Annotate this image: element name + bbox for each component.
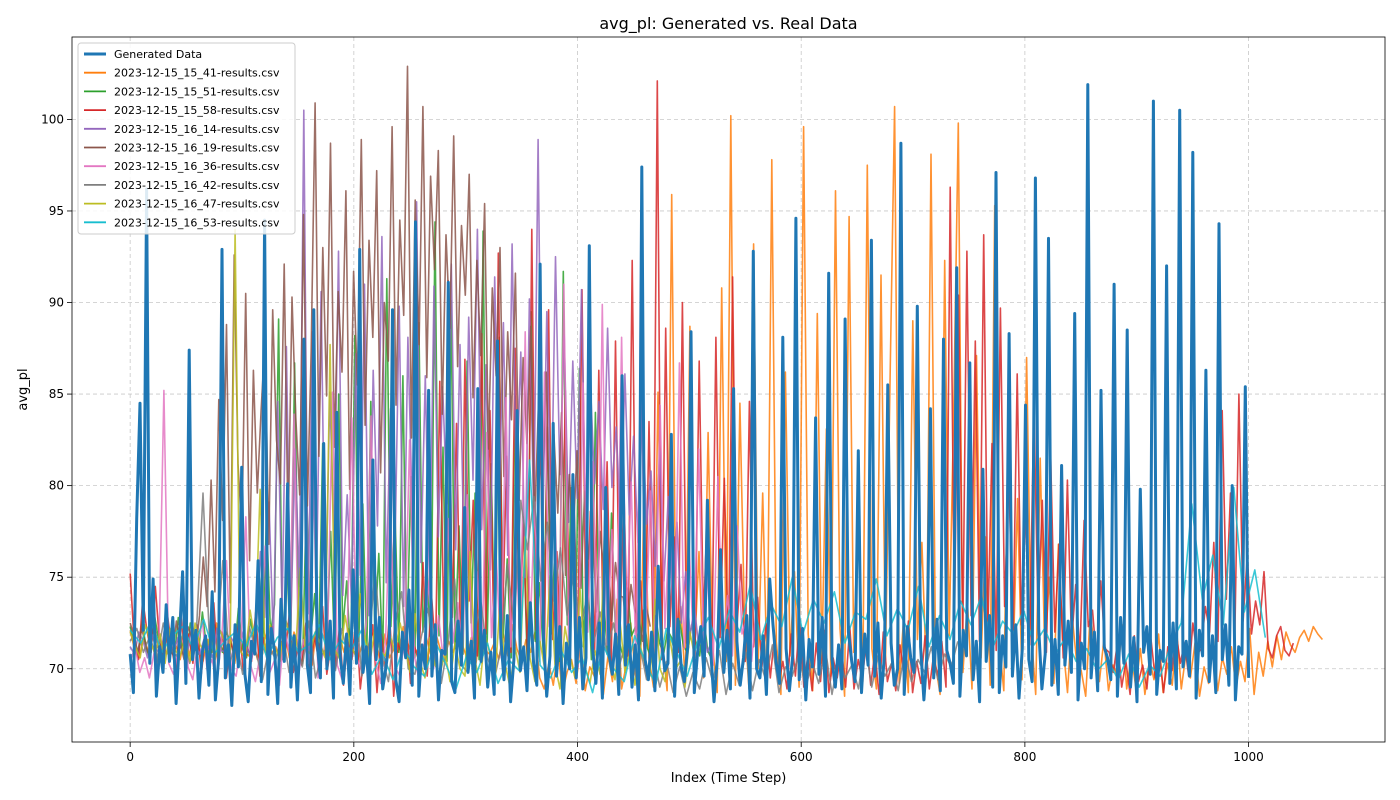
legend-entry: 2023-12-15_16_14-results.csv <box>114 123 280 136</box>
y-tick-label: 85 <box>49 387 64 401</box>
legend-entry: 2023-12-15_16_53-results.csv <box>114 216 280 229</box>
legend-entry: Generated Data <box>114 48 202 61</box>
chart-title: avg_pl: Generated vs. Real Data <box>599 14 857 34</box>
x-tick-label: 200 <box>342 750 365 764</box>
x-tick-label: 800 <box>1013 750 1036 764</box>
x-axis-ticks: 0 200 400 600 800 1000 <box>126 742 1264 764</box>
x-tick-label: 600 <box>790 750 813 764</box>
legend: Generated Data 2023-12-15_15_41-results.c… <box>77 42 296 235</box>
legend-entry: 2023-12-15_15_41-results.csv <box>114 67 280 80</box>
axes-frame <box>71 36 1386 743</box>
y-tick-label: 75 <box>49 570 64 584</box>
y-tick-label: 95 <box>49 204 64 218</box>
legend-entry: 2023-12-15_16_36-results.csv <box>114 160 280 173</box>
legend-entry: 2023-12-15_15_51-results.csv <box>114 85 280 98</box>
y-axis-label: avg_pl <box>16 368 31 410</box>
x-axis-label: Index (Time Step) <box>671 771 787 786</box>
legend-entry: 2023-12-15_15_58-results.csv <box>114 104 280 117</box>
series-line-generated-data <box>128 83 1251 707</box>
legend-entry: 2023-12-15_16_47-results.csv <box>114 198 280 211</box>
y-tick-label: 70 <box>49 662 64 676</box>
y-axis-ticks: 70 75 80 85 90 95 100 <box>41 112 72 676</box>
x-tick-label: 400 <box>566 750 589 764</box>
y-tick-label: 100 <box>41 112 64 126</box>
y-tick-label: 80 <box>49 479 64 493</box>
x-tick-label: 1000 <box>1233 750 1264 764</box>
plot-area <box>128 65 1324 707</box>
series-line-5 <box>129 65 651 663</box>
legend-box <box>77 42 296 235</box>
x-tick-label: 0 <box>126 750 134 764</box>
legend-entry: 2023-12-15_16_42-results.csv <box>114 179 280 192</box>
y-tick-label: 90 <box>49 296 64 310</box>
legend-entry: 2023-12-15_16_19-results.csv <box>114 142 280 155</box>
